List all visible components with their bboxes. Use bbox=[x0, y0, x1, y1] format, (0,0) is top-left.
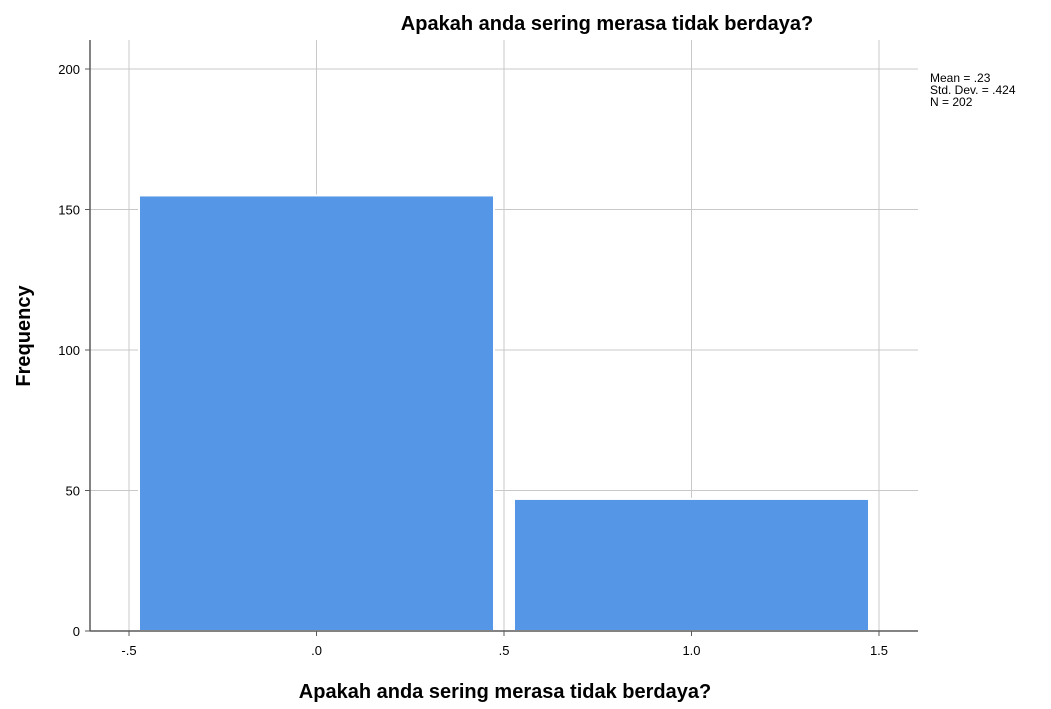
tick-labels: -.5 .0 .5 1.0 1.5 0 50 100 150 200 bbox=[58, 62, 888, 658]
y-tick-label: 150 bbox=[58, 203, 80, 218]
x-tick-label: .0 bbox=[311, 643, 322, 658]
histogram-bar bbox=[138, 194, 495, 632]
y-axis-label: Frequency bbox=[13, 285, 35, 387]
y-tick-label: 0 bbox=[73, 624, 80, 639]
y-tick-label: 50 bbox=[66, 484, 80, 499]
x-axis-label: Apakah anda sering merasa tidak berdaya? bbox=[299, 681, 711, 703]
histogram-bar bbox=[513, 497, 870, 632]
x-tick-label: 1.5 bbox=[870, 643, 888, 658]
y-tick-label: 100 bbox=[58, 343, 80, 358]
x-tick-label: -.5 bbox=[121, 643, 136, 658]
y-tick-label: 200 bbox=[58, 62, 80, 77]
stat-line: Std. Dev. = .424 bbox=[930, 83, 1016, 97]
x-tick-label: 1.0 bbox=[682, 643, 700, 658]
bars bbox=[138, 194, 870, 632]
stat-line: N = 202 bbox=[930, 95, 973, 109]
x-tick-label: .5 bbox=[499, 643, 510, 658]
chart-title: Apakah anda sering merasa tidak berdaya? bbox=[401, 13, 813, 35]
stat-line: Mean = .23 bbox=[930, 71, 991, 85]
